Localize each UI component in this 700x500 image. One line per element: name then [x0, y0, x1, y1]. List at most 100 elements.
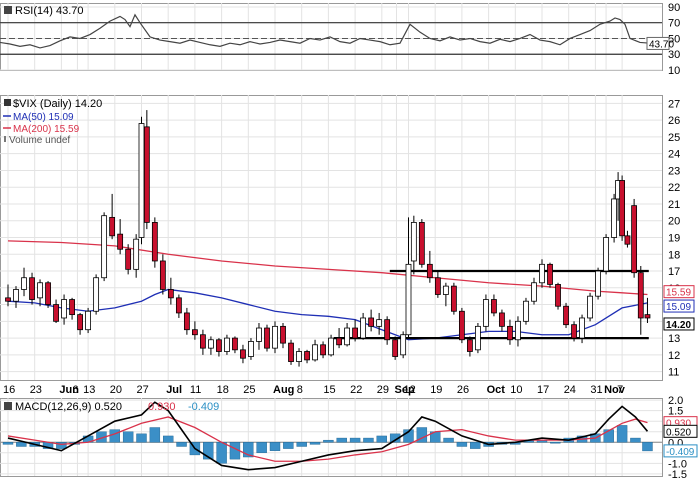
candle-up	[133, 238, 140, 270]
x-axis-tick-label: 13	[83, 384, 95, 396]
macd-histogram-bar	[363, 437, 374, 443]
price-tick-label: 25	[668, 132, 680, 144]
x-axis-tick-label: Aug	[273, 384, 294, 396]
x-axis-tick-label: 23	[30, 384, 42, 396]
macd-histogram-bar	[56, 442, 67, 449]
candle-up	[272, 325, 278, 349]
price-tick-label: 13	[668, 333, 680, 345]
price-tick-label: 18	[668, 249, 680, 261]
price-tag: 14.20	[666, 320, 691, 331]
x-axis-tick-label: 7	[617, 384, 623, 396]
macd-histogram-bar	[162, 435, 174, 443]
candle-up	[13, 289, 19, 302]
price-tick-label: 19	[668, 233, 680, 245]
x-axis-tick-label: Oct	[487, 384, 506, 396]
candle-up	[410, 222, 417, 262]
candle-down	[320, 344, 326, 356]
rsi-value-tag: 43.70	[649, 39, 674, 50]
ma200-line	[7, 240, 648, 296]
candle-up	[328, 337, 334, 356]
macd-histogram-bar	[470, 442, 481, 449]
candle-down	[200, 334, 206, 349]
price-legend-swatch	[4, 99, 11, 106]
candle-down	[384, 319, 391, 341]
macd-histogram-bar	[283, 442, 294, 449]
candle-down	[547, 263, 553, 285]
candle-up	[442, 285, 449, 295]
x-axis-tick-label: 10	[510, 384, 522, 396]
candle-up	[344, 327, 350, 346]
candle-down	[5, 297, 11, 302]
candle-down	[491, 299, 497, 314]
x-axis-tick-label: 17	[537, 384, 549, 396]
candle-down	[426, 263, 433, 279]
macd-signal-legend: 0.930	[148, 401, 176, 413]
price-tick-label: 21	[668, 199, 680, 211]
candle-down	[167, 289, 174, 299]
candle-down	[434, 277, 441, 295]
rsi-tick-label: 70	[668, 18, 680, 30]
price-tick-label: 17	[668, 266, 680, 278]
candle-up	[138, 123, 145, 238]
rsi-value-tag-box	[646, 36, 670, 50]
candle-down	[563, 305, 569, 326]
candle-down	[183, 312, 190, 331]
macd-tick-label: 2.0	[668, 395, 683, 407]
candle-up	[61, 299, 67, 319]
candle-up	[531, 282, 537, 302]
candle-down	[77, 314, 83, 331]
candle-down	[45, 282, 51, 305]
macd-histogram-bar	[256, 442, 267, 454]
candle-up	[37, 282, 43, 299]
macd-histogram-bar	[642, 442, 653, 452]
candle-up	[523, 300, 529, 322]
x-axis-tick-label: 8	[297, 384, 303, 396]
x-axis-tick-label: 16	[3, 384, 15, 396]
candle-down	[619, 180, 625, 237]
x-axis-tick-label: 29	[377, 384, 389, 396]
candle-down	[450, 285, 457, 312]
candle-down	[53, 304, 59, 322]
x-axis-tick-label: 12	[404, 384, 416, 396]
macd-histogram-bar	[630, 437, 641, 443]
candle-up	[248, 341, 254, 357]
candle-down	[571, 324, 577, 339]
candle-down	[555, 284, 561, 307]
price-tick-label: 26	[668, 115, 680, 127]
macd-histogram-bar	[2, 442, 14, 445]
price-tag: 15.09	[666, 302, 691, 313]
macd-histogram-bar	[176, 442, 187, 447]
macd-histogram-bar	[323, 439, 334, 443]
candle-down	[69, 299, 75, 316]
candle-up	[101, 215, 108, 279]
candle-down	[240, 349, 246, 359]
macd-value-tag: 0.520	[666, 427, 691, 438]
macd-histogram-bar	[136, 433, 147, 443]
candle-up	[296, 351, 302, 362]
candle-up	[256, 327, 262, 342]
macd-histogram-bar	[389, 433, 401, 443]
candle-up	[208, 339, 214, 349]
macd-value-tag-box	[663, 424, 698, 438]
macd-histogram-bar	[243, 442, 254, 458]
x-axis-tick-label: Jun	[59, 384, 79, 396]
candle-down	[175, 297, 182, 314]
x-axis-tick-label: 18	[217, 384, 229, 396]
candle-down	[392, 339, 399, 357]
candle-down	[644, 314, 651, 319]
x-axis-tick-label: 22	[350, 384, 362, 396]
candle-up	[85, 310, 91, 331]
price-tick-label: 27	[668, 98, 680, 110]
x-axis-tick-label: Nov	[604, 384, 626, 396]
macd-line	[7, 401, 649, 471]
macd-histogram-bar	[336, 437, 347, 443]
candle-down	[159, 260, 166, 290]
price-tag-box	[663, 285, 695, 299]
macd-value-tag: 0.930	[666, 419, 691, 430]
macd-panel-frame	[0, 398, 663, 477]
candle-down	[109, 216, 116, 237]
price-tick-label: 23	[668, 165, 680, 177]
candle-down	[336, 337, 342, 346]
candle-down	[368, 317, 375, 327]
x-axis-tick-label: 26	[457, 384, 469, 396]
